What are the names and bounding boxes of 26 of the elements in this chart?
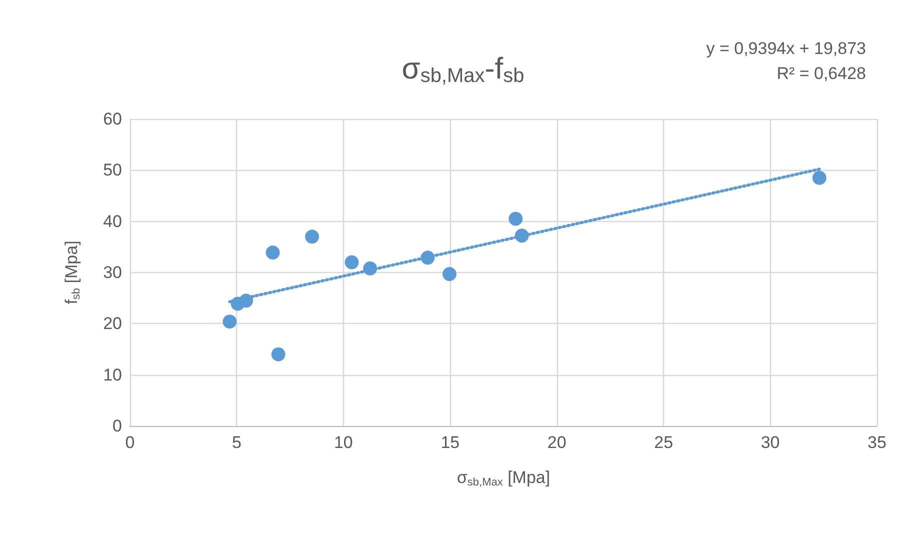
x-tick-label: 15 (440, 433, 460, 452)
x-tick-label: 35 (868, 433, 886, 452)
y-tick-label: 0 (112, 416, 122, 436)
point (271, 347, 286, 362)
y-tick-label: 40 (103, 212, 122, 231)
y-tick-label: 30 (103, 263, 122, 282)
point (812, 170, 826, 185)
x-tick-label: 0 (125, 433, 135, 452)
point (508, 212, 523, 226)
y-tick-label: 60 (103, 110, 122, 128)
y-tick-label: 10 (103, 365, 122, 384)
point (442, 267, 457, 282)
x-tick-label: 10 (334, 433, 353, 452)
x-tick-label: 20 (547, 433, 566, 452)
point (305, 230, 320, 244)
y-tick-label: 20 (103, 314, 122, 334)
x-tick-label: 30 (760, 433, 780, 452)
point (344, 255, 359, 270)
x-tick-label: 25 (654, 433, 674, 452)
text: y = 0,9394x + 19,873 (706, 39, 866, 58)
x-tick-label: 5 (232, 433, 242, 452)
y-axis-title: fsb [Mpa] (62, 240, 82, 304)
text: R² = 0,6428 (776, 64, 866, 83)
y-tick-label: 50 (103, 160, 122, 180)
point (266, 246, 280, 260)
point (222, 314, 237, 329)
